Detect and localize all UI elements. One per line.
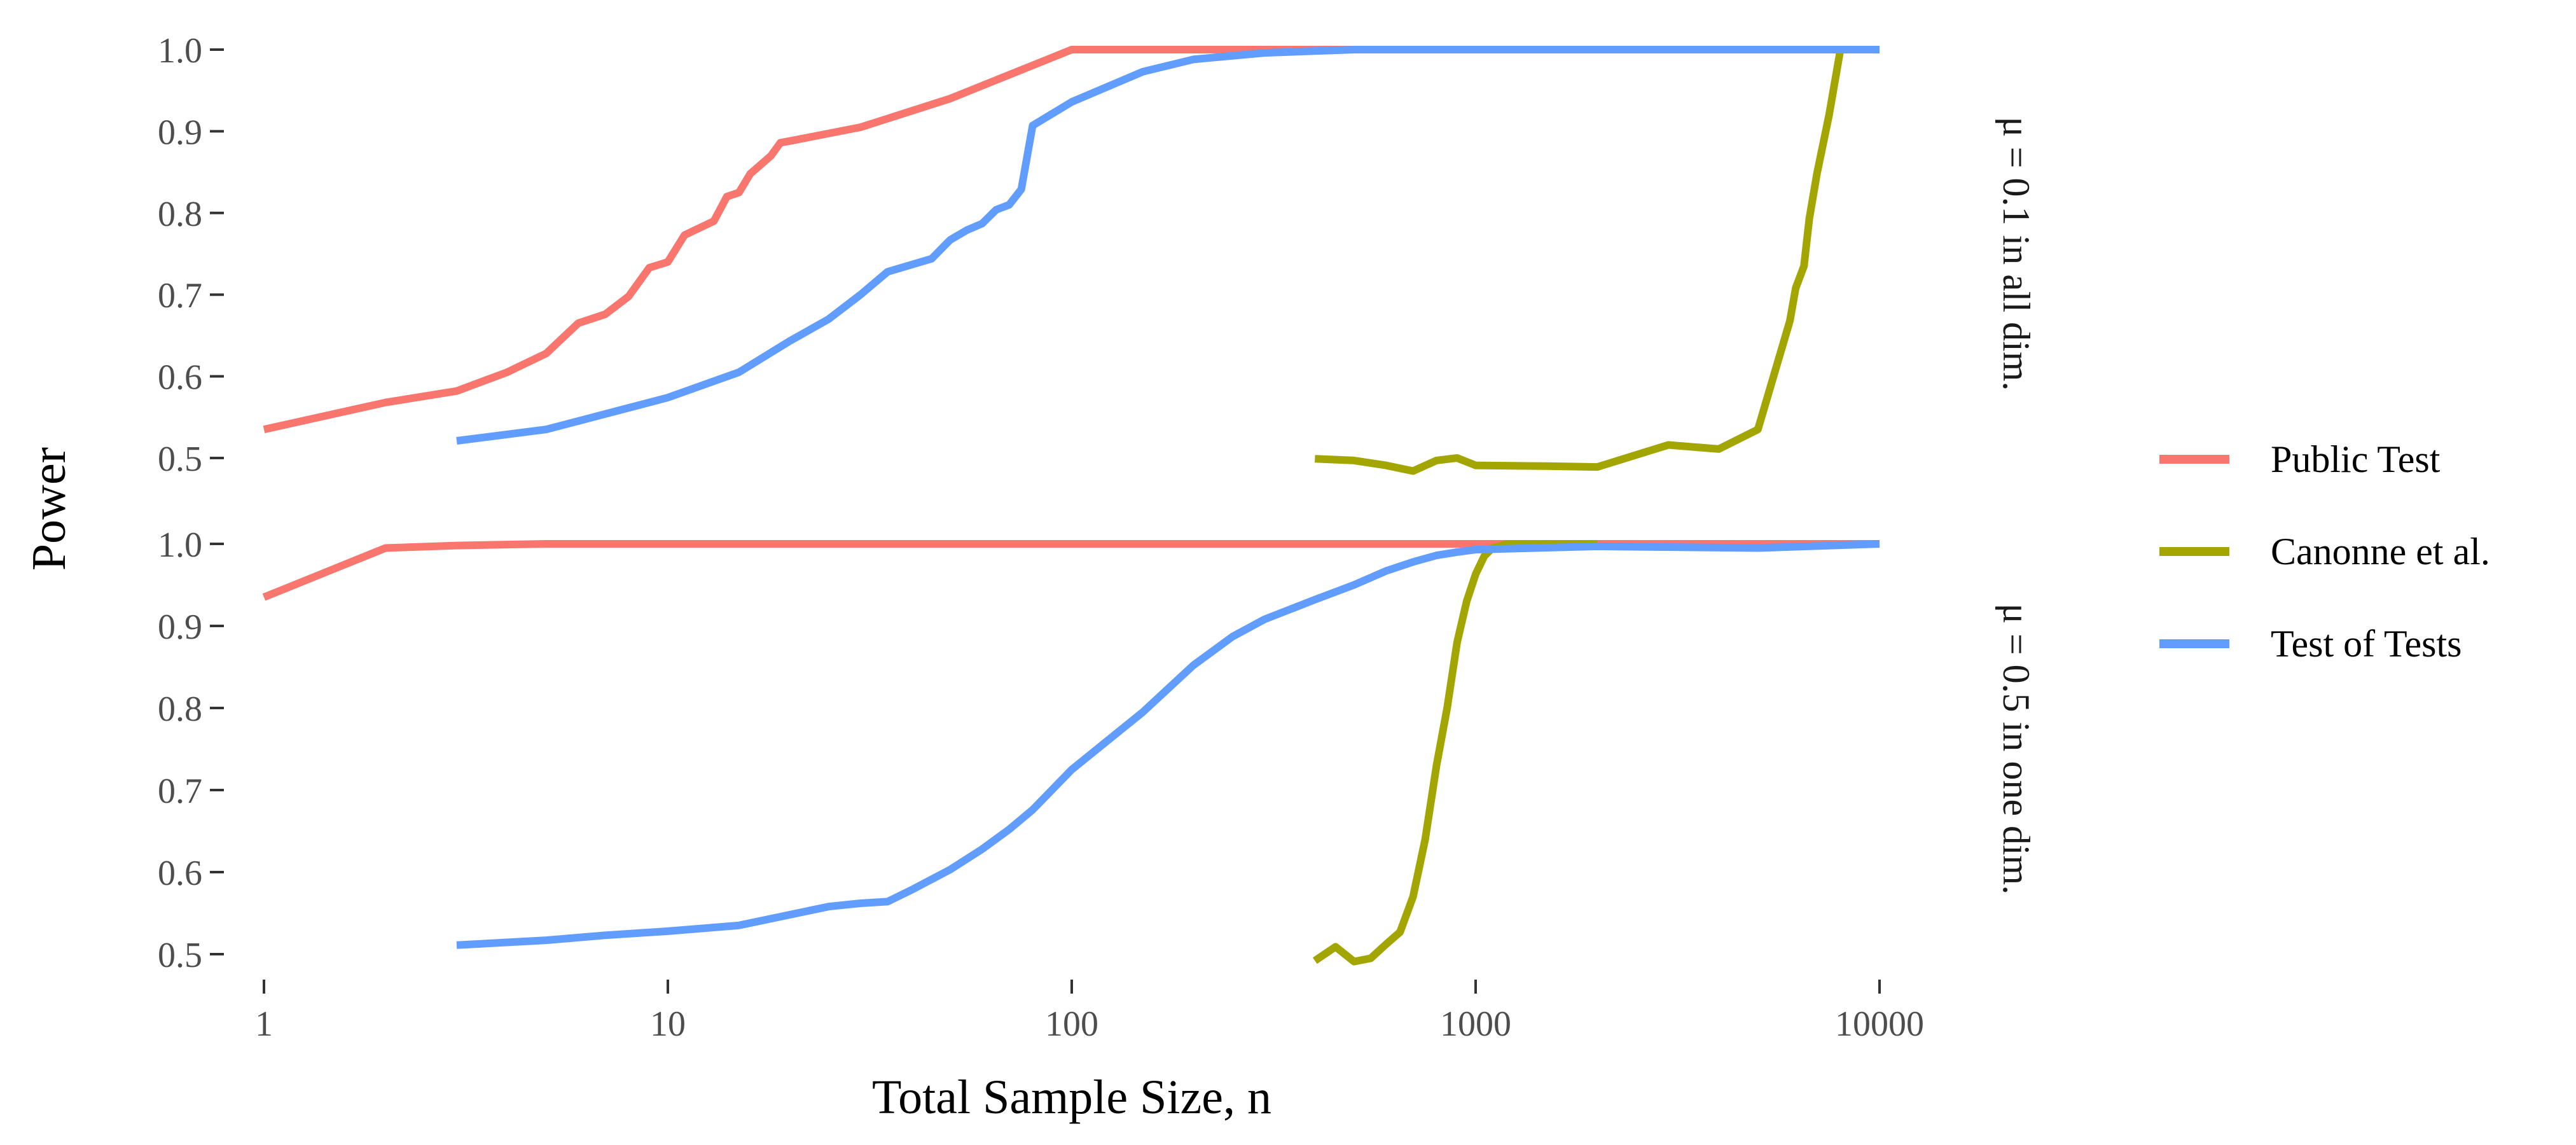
y-tick-label: 0.9 <box>158 113 202 152</box>
y-tick-label: 0.7 <box>158 276 202 316</box>
x-axis-title: Total Sample Size, n <box>872 1071 1271 1124</box>
y-tick-label: 0.8 <box>158 690 202 729</box>
y-axis-title: Power <box>22 447 76 571</box>
y-tick-label: 0.6 <box>158 854 202 893</box>
x-tick-label: 1000 <box>1440 1004 1511 1044</box>
y-tick-label: 0.6 <box>158 358 202 398</box>
panels-layer: 0.50.60.70.80.91.0μ = 0.1 in all dim.0.5… <box>158 31 2037 975</box>
series-line-canonne-et-al <box>1315 46 1880 475</box>
series-line-canonne-et-al <box>1312 540 1598 966</box>
y-tick-label: 1.0 <box>158 31 202 71</box>
panel-top: 0.5 0.6 0.7 0.8 0.9 1.0 μ = 0.1 in all dim. <box>158 31 2037 479</box>
y-tick-label: 1.0 <box>158 525 202 565</box>
y-tick-label: 0.8 <box>158 195 202 234</box>
panel-strip-label: μ = 0.1 in all dim. <box>1995 117 2037 391</box>
panel-bottom: 0.5 0.6 0.7 0.8 0.9 1.0 μ = 0.5 in one dim. <box>158 525 2037 975</box>
legend-item-canonne-et-al: Canonne et al. <box>2159 531 2490 572</box>
y-tick-label: 0.9 <box>158 607 202 647</box>
series-line-public-test <box>262 540 1880 601</box>
panel-strip-label: μ = 0.5 in one dim. <box>1995 604 2037 895</box>
x-tick-label: 1 <box>255 1004 273 1044</box>
legend-label-test-of-tests: Test of Tests <box>2271 623 2462 665</box>
y-tick-label: 0.5 <box>158 440 202 479</box>
legend-item-public-test: Public Test <box>2159 438 2441 480</box>
legend-label-public-test: Public Test <box>2271 438 2441 480</box>
series-line-test-of-tests <box>456 46 1880 445</box>
x-tick-label: 10 <box>650 1004 686 1044</box>
legend-item-test-of-tests: Test of Tests <box>2159 623 2462 665</box>
x-tick-label: 100 <box>1045 1004 1098 1044</box>
x-tick-label: 10000 <box>1835 1004 1924 1044</box>
legend: Public Test Canonne et al. Test of Tests <box>2159 438 2490 665</box>
y-tick-label: 0.7 <box>158 772 202 811</box>
legend-label-canonne-et-al: Canonne et al. <box>2271 531 2490 572</box>
series-line-public-test <box>263 46 1880 433</box>
series-line-test-of-tests <box>456 540 1880 949</box>
y-tick-label: 0.5 <box>158 936 202 975</box>
x-axis: 1 10 100 1000 10000 <box>255 980 1924 1044</box>
